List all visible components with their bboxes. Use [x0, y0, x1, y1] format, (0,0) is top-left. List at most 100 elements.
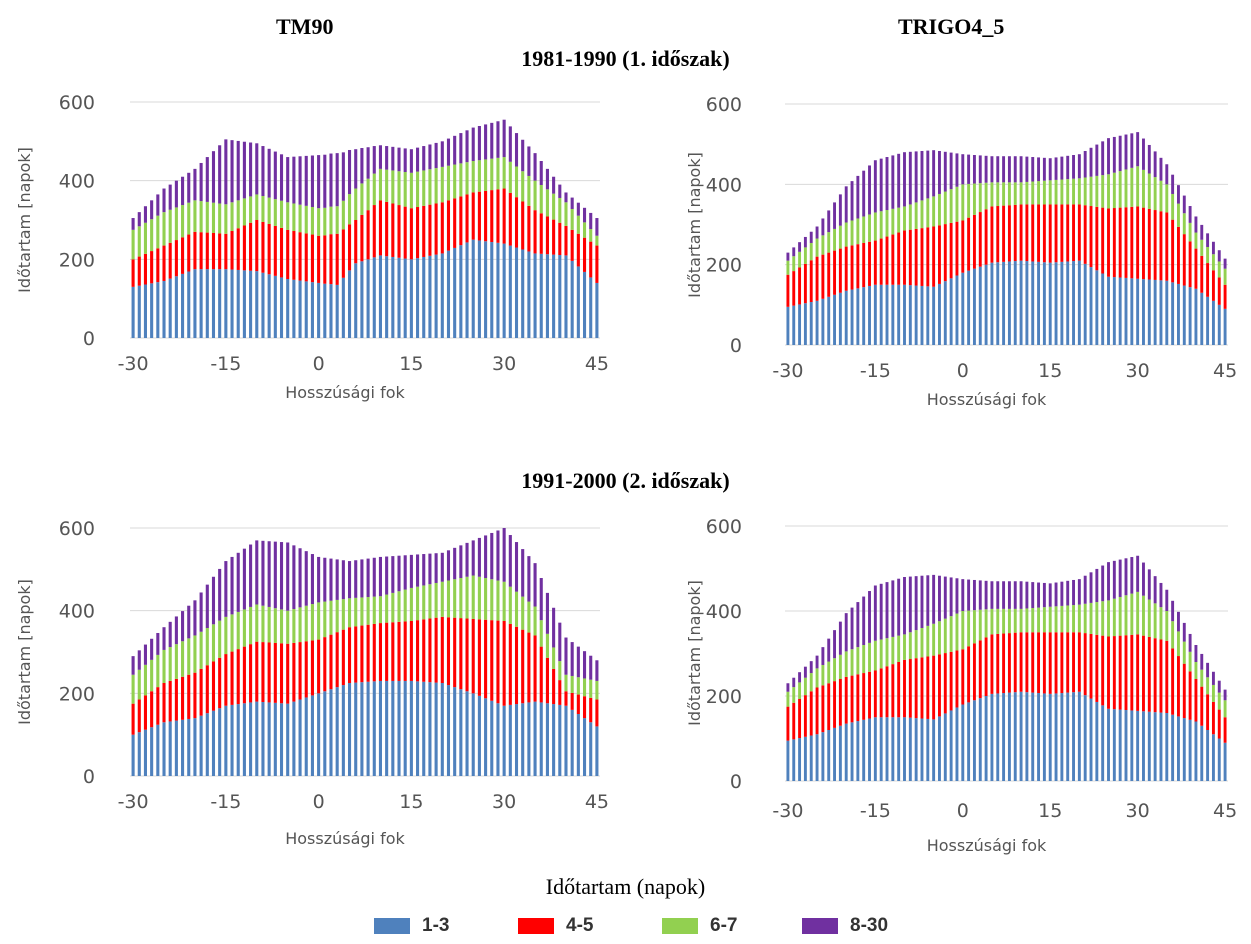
- c1-bar-8-30--7: [273, 151, 277, 200]
- c3-bar-6-7-29: [496, 580, 500, 621]
- c1-bar-6-7--10: [255, 194, 259, 220]
- c4-bar-6-7--25: [815, 668, 819, 688]
- c2-bar-4-5-1: [967, 217, 971, 271]
- c3-bar-4-5--1: [310, 640, 314, 696]
- c4-bar-6-7-6: [996, 608, 1000, 634]
- c4-bar-6-7--2: [949, 616, 953, 652]
- c4-bar-1-3-45: [1223, 742, 1227, 781]
- c4-y-tick-label: 600: [706, 516, 742, 538]
- c4-bar-1-3-0: [961, 704, 965, 781]
- c3-bar-4-5-3: [335, 632, 339, 688]
- c2-bar-6-7-9: [1013, 182, 1017, 205]
- c1-bar-6-7-45: [595, 235, 599, 246]
- c2-bar-4-5--3: [943, 224, 947, 282]
- c2-bar-6-7-6: [996, 182, 1000, 207]
- c3-bar-1-3-15: [409, 680, 413, 776]
- c2-y-tick-label: 600: [706, 94, 742, 116]
- c2-bar-6-7--3: [943, 191, 947, 225]
- c2-bar-6-7--2: [949, 189, 953, 223]
- c1-bar-4-5-25: [471, 192, 475, 240]
- c3-bar-6-7-15: [409, 587, 413, 621]
- c4-bar-6-7-5: [990, 608, 994, 635]
- c2-bar-1-3-16: [1054, 262, 1058, 345]
- c2-bar-6-7-25: [1107, 174, 1110, 209]
- c1-bar-1-3--3: [298, 280, 302, 338]
- c3-bar-6-7--4: [292, 609, 296, 643]
- c1-bar-6-7-42: [576, 215, 580, 234]
- c2-bar-6-7-41: [1200, 239, 1204, 256]
- c3-bar-6-7-38: [552, 647, 556, 669]
- c3-bar-1-3-16: [416, 681, 420, 776]
- c1-bar-4-5--1: [310, 234, 314, 283]
- c4-bar-4-5-13: [1037, 632, 1041, 694]
- c2-bar-8-30-36: [1171, 174, 1175, 194]
- c4-bar-6-7-43: [1211, 684, 1215, 702]
- c4-bar-1-3--3: [943, 713, 947, 781]
- c1-bar-1-3-45: [595, 282, 599, 338]
- c3-bar-6-7--29: [137, 669, 141, 700]
- c1-bar-6-7-24: [465, 162, 469, 195]
- c4-bar-8-30-13: [1037, 582, 1041, 608]
- c3-bar-1-3-28: [490, 700, 494, 776]
- c4-bar-8-30--23: [827, 638, 831, 662]
- c2-bar-4-5-24: [1101, 207, 1105, 274]
- c2-bar-8-30-12: [1031, 157, 1035, 182]
- c4-bar-4-5--25: [815, 687, 819, 735]
- c3-bar-4-5--24: [168, 680, 172, 722]
- c4-bar-1-3-41: [1200, 725, 1204, 781]
- c3-bar-8-30--10: [255, 540, 259, 605]
- c2-bar-6-7--25: [815, 238, 819, 257]
- c3-bar-8-30--9: [261, 540, 265, 606]
- c2-bar-6-7-36: [1171, 193, 1175, 220]
- c1-bar-8-30-39: [558, 184, 562, 198]
- c1-bar-1-3-0: [317, 282, 321, 338]
- c1-y-tick-label: 200: [59, 249, 95, 271]
- c3-bar-1-3-5: [347, 683, 352, 776]
- c2-bar-8-30--1: [955, 153, 959, 187]
- c3-bar-4-5--3: [298, 642, 302, 700]
- c4-bar-8-30-7: [1002, 581, 1006, 609]
- c2-bar-4-5--22: [833, 250, 836, 295]
- c4-bar-8-30-8: [1007, 581, 1011, 609]
- c4-bar-1-3-15: [1048, 693, 1052, 782]
- c3-bar-1-3-33: [521, 703, 525, 776]
- c3-bar-1-3-2: [329, 689, 333, 776]
- c4-bar-8-30-35: [1165, 589, 1169, 611]
- c4-bar-1-3--8: [914, 718, 918, 781]
- c2-bar-8-30-21: [1083, 150, 1087, 178]
- c2-bar-8-30-0: [961, 154, 965, 185]
- c4-bar-6-7-1: [967, 610, 971, 647]
- c3-bar-6-7-20: [440, 581, 444, 617]
- c4-bar-8-30-19: [1072, 579, 1075, 606]
- c3-bar-8-30-23: [459, 545, 463, 579]
- c4-bar-1-3--5: [932, 719, 936, 782]
- c2-bar-8-30-14: [1042, 157, 1046, 181]
- c4-y-tick-label: 400: [706, 601, 742, 623]
- c4-bar-4-5-23: [1095, 634, 1099, 702]
- c2-bar-6-7--23: [827, 232, 831, 253]
- c3-bar-8-30-16: [416, 554, 420, 587]
- c3-bar-8-30-20: [440, 552, 444, 582]
- c1-bar-8-30-28: [490, 122, 494, 159]
- c4-bar-6-7-12: [1031, 608, 1035, 633]
- c1-bar-6-7--25: [162, 212, 166, 246]
- c1-bar-6-7--19: [199, 201, 203, 233]
- c1-bar-6-7-15: [409, 172, 413, 209]
- c1-bar-8-30--30: [131, 218, 135, 230]
- c2-bar-1-3--16: [868, 285, 871, 345]
- c1-bar-6-7-38: [552, 193, 556, 220]
- c3-bar-4-5-2: [329, 634, 333, 690]
- c4-bar-4-5--29: [792, 702, 796, 740]
- c1-bar-4-5--9: [261, 221, 265, 273]
- chart-trigo-period1-svg: 0 200 400 600 -30 -15 0 15 30 45 Hosszúsági fok Idő…: [685, 94, 1237, 409]
- c4-bar-4-5-5: [990, 634, 994, 694]
- c2-bar-4-5-5: [990, 206, 994, 263]
- c1-bar-4-5-26: [477, 191, 481, 241]
- c1-x-tick-label: 45: [585, 353, 609, 375]
- c1-bar-8-30-14: [403, 148, 407, 173]
- c2-bar-4-5-16: [1054, 204, 1058, 263]
- c1-bar-8-30--10: [255, 143, 259, 195]
- c2-bar-8-30--27: [803, 236, 807, 248]
- c1-bar-8-30--29: [137, 212, 141, 227]
- c3-bar-6-7--10: [255, 604, 259, 642]
